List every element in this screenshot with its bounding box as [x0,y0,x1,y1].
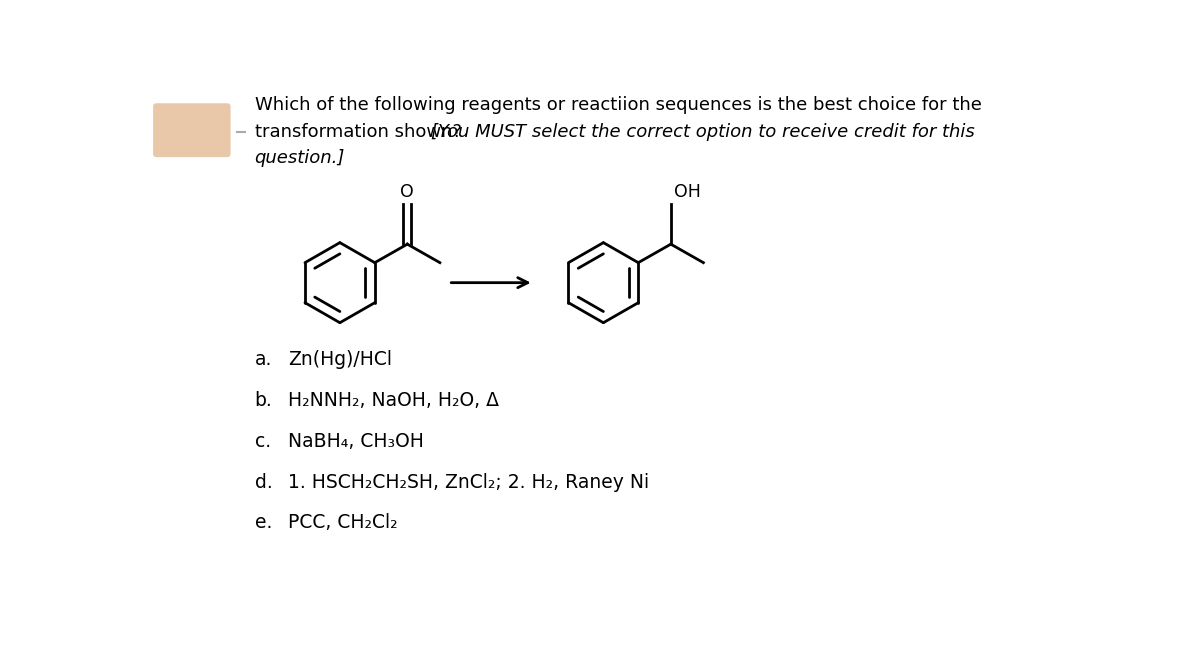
FancyBboxPatch shape [154,104,230,157]
Text: b.: b. [254,391,272,410]
Text: Zn(Hg)/HCl: Zn(Hg)/HCl [288,350,392,369]
Text: a.: a. [254,350,272,369]
Text: OH: OH [674,183,701,201]
Text: H₂NNH₂, NaOH, H₂O, Δ: H₂NNH₂, NaOH, H₂O, Δ [288,391,499,410]
Text: [You MUST select the correct option to receive credit for this: [You MUST select the correct option to r… [431,122,976,140]
Text: 1. HSCH₂CH₂SH, ZnCl₂; 2. H₂, Raney Ni: 1. HSCH₂CH₂SH, ZnCl₂; 2. H₂, Raney Ni [288,472,649,492]
Text: PCC, CH₂Cl₂: PCC, CH₂Cl₂ [288,514,397,532]
Text: e.: e. [254,514,272,532]
Text: d.: d. [254,472,272,492]
Text: question.]: question.] [254,150,346,168]
Text: O: O [401,183,414,201]
Text: c.: c. [254,432,271,451]
Text: NaBH₄, CH₃OH: NaBH₄, CH₃OH [288,432,424,451]
Text: Which of the following reagents or reactiion sequences is the best choice for th: Which of the following reagents or react… [254,96,982,114]
Text: transformation shown?: transformation shown? [254,122,467,140]
